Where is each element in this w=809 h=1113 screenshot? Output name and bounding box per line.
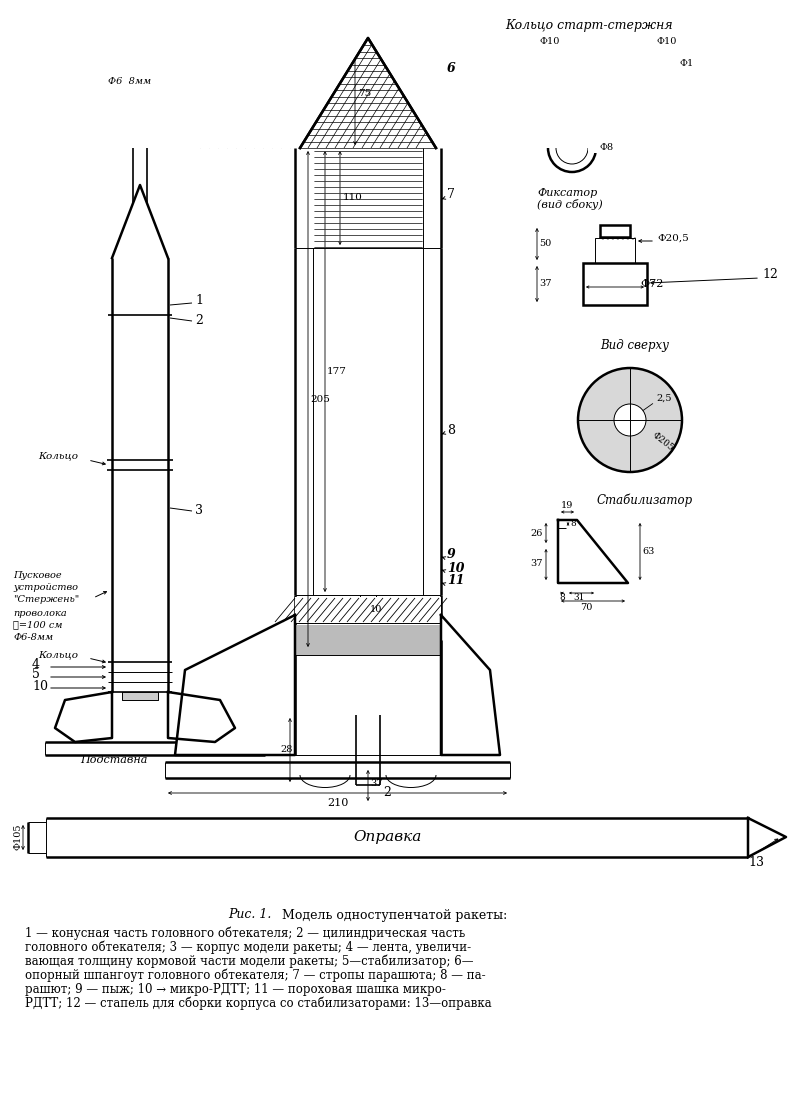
Bar: [538, 48, 578, 56]
Text: "Стержень": "Стержень": [13, 595, 79, 604]
Text: 10: 10: [370, 604, 383, 613]
Text: 70: 70: [580, 602, 592, 611]
Text: Ф8: Ф8: [600, 144, 614, 152]
Polygon shape: [588, 142, 600, 152]
Text: Ф72: Ф72: [640, 279, 663, 289]
Text: Подставна: Подставна: [80, 755, 147, 765]
Text: головного обтекателя; 3 — корпус модели ракеты; 4 — лента, увеличи-: головного обтекателя; 3 — корпус модели …: [25, 940, 471, 954]
Polygon shape: [300, 38, 436, 148]
Text: Фиксатор: Фиксатор: [537, 188, 597, 198]
Text: Ф1: Ф1: [680, 59, 694, 68]
Text: 8: 8: [559, 593, 565, 602]
Text: опорный шпангоут головного обтекателя; 7 — стропы парашюта; 8 — па-: опорный шпангоут головного обтекателя; 7…: [25, 968, 485, 982]
Text: проволока: проволока: [13, 609, 67, 618]
Text: 28: 28: [280, 746, 292, 755]
Text: Пусковое: Пусковое: [13, 571, 61, 580]
Polygon shape: [122, 692, 158, 700]
Text: 63: 63: [642, 546, 654, 555]
Polygon shape: [441, 615, 500, 755]
Text: 2,5: 2,5: [656, 394, 671, 403]
Polygon shape: [55, 692, 112, 742]
Text: 5: 5: [32, 669, 40, 681]
Text: Модель одноступенчатой ракеты:: Модель одноступенчатой ракеты:: [282, 908, 507, 922]
Bar: [600, 225, 630, 237]
Text: 7: 7: [447, 188, 455, 201]
Text: 2: 2: [383, 787, 391, 799]
Text: 1: 1: [195, 294, 203, 306]
Text: вающая толщину кормовой части модели ракеты; 5—стабилизатор; 6—: вающая толщину кормовой части модели рак…: [25, 954, 473, 967]
Text: 37: 37: [539, 279, 552, 288]
Circle shape: [578, 368, 682, 472]
Text: 19: 19: [561, 502, 574, 511]
Polygon shape: [168, 692, 235, 742]
Polygon shape: [112, 185, 168, 258]
Text: 50: 50: [539, 239, 551, 248]
Circle shape: [556, 132, 588, 164]
Text: 1 — конусная часть головного обтекателя; 2 — цилиндрическая часть: 1 — конусная часть головного обтекателя;…: [25, 926, 465, 939]
Text: ℓ=100 см: ℓ=100 см: [13, 621, 62, 630]
Text: 4: 4: [32, 659, 40, 671]
Text: 75: 75: [358, 89, 371, 98]
Text: 8: 8: [570, 520, 576, 529]
Bar: [295, 597, 441, 623]
Text: Кольцо: Кольцо: [38, 452, 78, 461]
Text: (вид сбоку): (вид сбоку): [537, 199, 603, 210]
Text: Ф205: Ф205: [650, 431, 675, 453]
Text: 8: 8: [447, 424, 455, 436]
Bar: [551, 56, 565, 78]
Text: Кольцо старт-стержня: Кольцо старт-стержня: [505, 19, 672, 31]
Text: Ф6-8мм: Ф6-8мм: [13, 633, 53, 642]
Text: 10: 10: [32, 680, 48, 693]
Text: 31: 31: [573, 593, 584, 602]
Text: 10: 10: [447, 561, 464, 574]
Polygon shape: [295, 626, 441, 654]
Text: 11: 11: [447, 574, 464, 588]
Text: 205: 205: [310, 394, 330, 404]
Bar: [653, 48, 677, 56]
Text: 110: 110: [343, 194, 363, 203]
Text: 6: 6: [447, 61, 455, 75]
Text: 37: 37: [530, 560, 543, 569]
Text: РДТТ; 12 — стапель для сборки корпуса со стабилизаторами: 13—оправка: РДТТ; 12 — стапель для сборки корпуса со…: [25, 996, 492, 1009]
Text: 9: 9: [447, 549, 455, 561]
Circle shape: [614, 404, 646, 436]
Text: 26: 26: [530, 529, 542, 538]
Text: 3: 3: [195, 503, 203, 516]
Text: Ф10: Ф10: [657, 38, 677, 47]
Polygon shape: [748, 818, 786, 857]
Polygon shape: [175, 615, 295, 755]
Text: 177: 177: [327, 366, 347, 375]
Polygon shape: [313, 148, 423, 248]
Text: 13: 13: [748, 856, 764, 868]
Text: рашют; 9 — пыж; 10 → микро-РДТТ; 11 — пороховая шашка микро-: рашют; 9 — пыж; 10 → микро-РДТТ; 11 — по…: [25, 983, 446, 995]
Text: 210: 210: [327, 798, 349, 808]
Bar: [669, 56, 678, 78]
Text: Ф10: Ф10: [540, 38, 561, 47]
Text: Оправка: Оправка: [354, 830, 422, 844]
Polygon shape: [0, 0, 809, 148]
Bar: [583, 263, 647, 305]
Text: 2: 2: [195, 314, 203, 326]
Text: 37: 37: [370, 779, 383, 788]
Text: Ф6  8мм: Ф6 8мм: [108, 78, 151, 87]
Polygon shape: [558, 520, 628, 583]
Text: устройство: устройство: [13, 582, 78, 591]
Text: Ф20,5: Ф20,5: [657, 234, 688, 243]
Bar: [295, 626, 441, 654]
Text: Ф105: Ф105: [14, 824, 23, 850]
Text: Вид сверху: Вид сверху: [600, 338, 669, 352]
Text: Рис. 1.: Рис. 1.: [228, 908, 272, 922]
Bar: [595, 238, 635, 263]
Text: Стабилизатор: Стабилизатор: [597, 493, 693, 506]
Text: Кольцо: Кольцо: [38, 650, 78, 660]
Polygon shape: [295, 597, 441, 623]
Text: 12: 12: [762, 268, 778, 282]
